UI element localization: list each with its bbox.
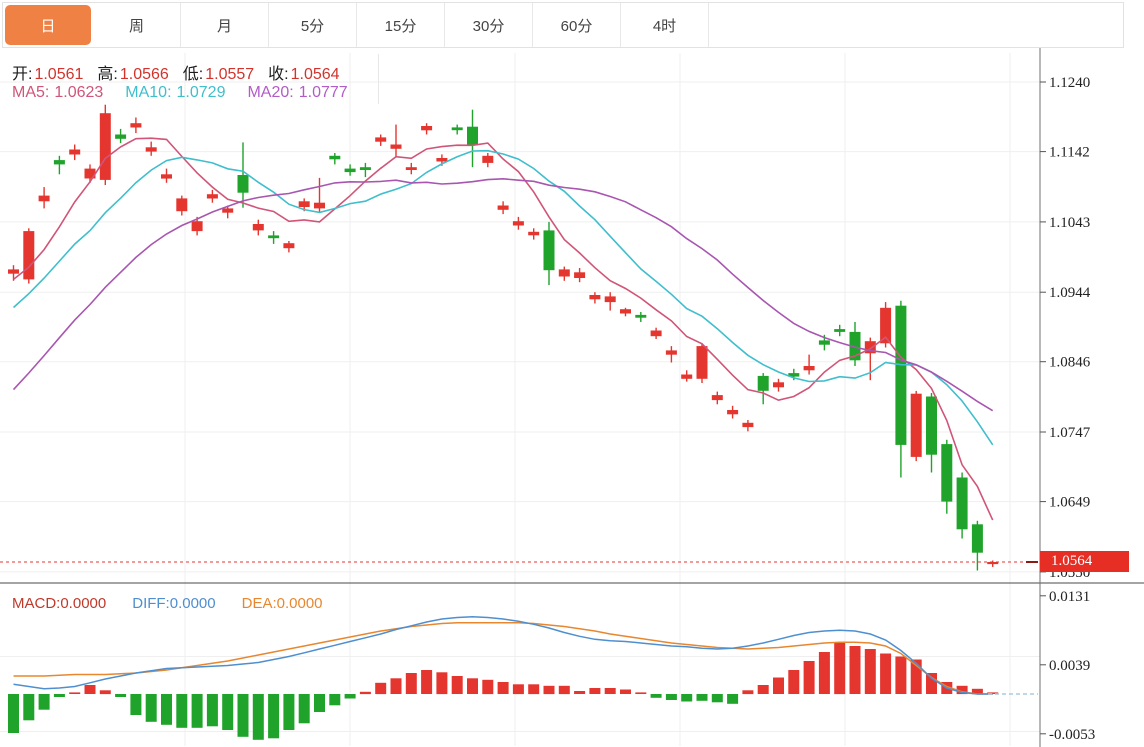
ma20-line: [12, 177, 994, 412]
current-price-value: 1.0564: [1051, 553, 1093, 569]
tab-week[interactable]: 周: [93, 3, 181, 47]
tab-label: 月: [216, 17, 232, 35]
tab-label: 15分: [384, 17, 417, 35]
low-readout: 低: 1.0557: [182, 66, 255, 83]
diff-line: [13, 616, 993, 695]
tab-5min[interactable]: 5分: [269, 3, 357, 47]
open-readout: 开: 1.0561: [12, 66, 84, 83]
ma20-readout: MA20: 1.0777: [247, 84, 348, 101]
tab-30min[interactable]: 30分: [445, 3, 533, 47]
tab-label: 4时: [652, 17, 677, 35]
tab-day[interactable]: 日: [5, 5, 91, 45]
ma5-readout: MA5: 1.0623: [12, 84, 104, 101]
ma10-line: [12, 149, 994, 446]
candles-series: [8, 104, 999, 571]
macd-axis-label: 0.0039: [1049, 658, 1090, 674]
ma5-line: [13, 137, 994, 521]
tab-4hour[interactable]: 4时: [621, 3, 709, 47]
close-readout: 收: 1.0564: [268, 66, 340, 83]
ma-legend: MA5: 1.0623 MA10: 1.0729 MA20: 1.0777: [12, 84, 348, 102]
price-axis-label: 1.0846: [1049, 355, 1091, 371]
price-axis-label: 1.1043: [1049, 215, 1090, 231]
tab-label: 5分: [300, 17, 325, 35]
ma10-readout: MA10: 1.0729: [125, 84, 226, 101]
price-axis-label: 1.1142: [1049, 145, 1090, 161]
price-axis-labels: 1.1240 1.1142 1.1043 1.0944 1.0846 1.0747 1.06…: [1040, 75, 1095, 743]
horizontal-gridlines: [0, 81, 1040, 732]
macd-axis-label: 0.0131: [1049, 589, 1090, 605]
price-axis-label: 1.0747: [1049, 425, 1091, 441]
tab-label: 周: [128, 17, 144, 35]
current-price-tag: 1.0564: [1040, 551, 1129, 572]
tab-15min[interactable]: 15分: [357, 3, 445, 47]
macd-readout: MACD:0.0000: [12, 595, 107, 612]
price-axis-label: 1.0944: [1049, 285, 1091, 301]
price-axis-label: 1.1240: [1049, 75, 1090, 91]
tab-60min[interactable]: 60分: [533, 3, 621, 47]
legend-divider: [378, 54, 379, 104]
ohlc-legend: 开: 1.0561 高: 1.0566 低: 1.0557 收: 1.0564: [12, 60, 340, 84]
tab-month[interactable]: 月: [181, 3, 269, 47]
tab-label: 日: [40, 17, 56, 35]
tabbar-spacer: [709, 3, 1123, 47]
macd-legend: MACD:0.0000 DIFF:0.0000 DEA:0.0000: [12, 595, 323, 612]
macd-axis-label: -0.0053: [1049, 727, 1095, 743]
macd-histogram: [8, 642, 999, 740]
tab-label: 60分: [560, 17, 593, 35]
vertical-gridlines: [184, 53, 1011, 746]
high-readout: 高: 1.0566: [97, 66, 169, 83]
diff-readout: DIFF:0.0000: [132, 595, 216, 612]
price-axis-label: 1.0649: [1049, 495, 1090, 511]
dea-readout: DEA:0.0000: [241, 595, 323, 612]
timeframe-tabs: 日 周 月 5分 15分 30分 60分 4时: [2, 2, 1124, 48]
tab-label: 30分: [472, 17, 505, 35]
